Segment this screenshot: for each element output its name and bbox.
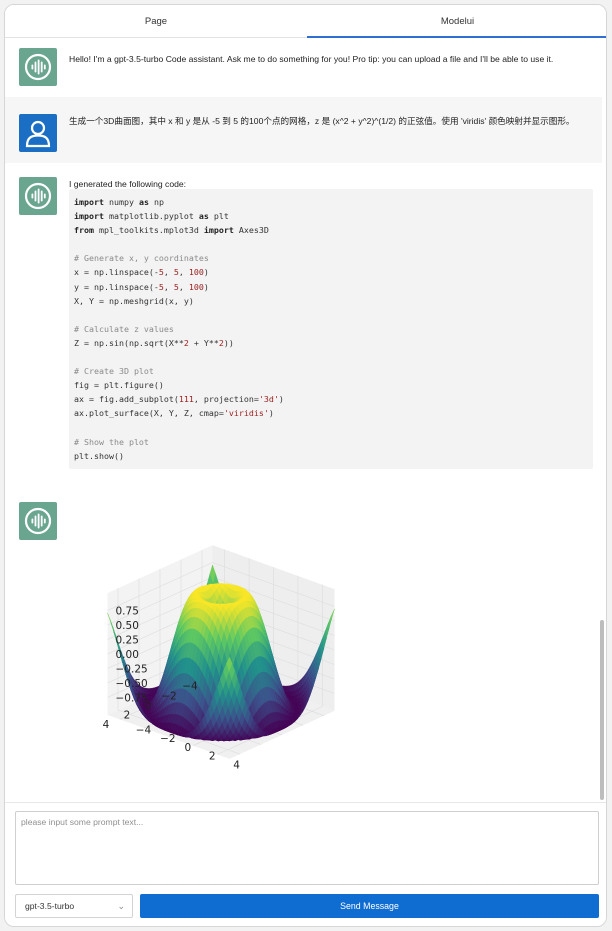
code-line: X, Y = np.meshgrid(x, y) bbox=[74, 295, 194, 306]
code-block: import numpy as np import matplotlib.pypl… bbox=[69, 189, 593, 469]
surface-plot: −4 −4 −2 −2 0 0 2 2 4 4 0.75 0.50 0.25 0.00 −0.25 −0.50… bbox=[103, 545, 335, 772]
z-tick-label: 0.75 bbox=[116, 606, 139, 618]
code-line bbox=[74, 421, 588, 435]
assistant-message: Hello! I'm a gpt-3.5-turbo Code assistan… bbox=[5, 38, 602, 94]
y-tick-label: 2 bbox=[209, 751, 216, 763]
code-line: import matplotlib.pyplot as plt bbox=[74, 211, 229, 222]
code-line: x = np.linspace(-5, 5, 100) bbox=[74, 267, 209, 278]
code-line: # Generate x, y coordinates bbox=[74, 253, 209, 264]
z-tick-label: −0.25 bbox=[116, 664, 148, 676]
model-select[interactable]: gpt-3.5-turbo ⌄ bbox=[15, 894, 133, 918]
z-tick-label: 0.50 bbox=[116, 620, 139, 632]
tab-modelui[interactable]: Modelui bbox=[307, 5, 606, 38]
code-line bbox=[74, 237, 588, 251]
code-line: from mpl_toolkits.mplot3d import Axes3D bbox=[74, 225, 269, 236]
z-tick-label: −0.50 bbox=[116, 678, 148, 690]
chat-history: Hello! I'm a gpt-3.5-turbo Code assistan… bbox=[5, 38, 606, 802]
x-tick-label: 2 bbox=[124, 710, 131, 722]
code-line: fig = plt.figure() bbox=[74, 380, 164, 391]
pane-grid-line bbox=[212, 562, 335, 607]
chevron-down-icon: ⌄ bbox=[117, 901, 125, 911]
x-tick-label: −2 bbox=[161, 690, 176, 702]
y-tick-label: −4 bbox=[136, 724, 152, 736]
z-tick-label: 0.25 bbox=[116, 635, 139, 647]
tab-bar: Page Modelui bbox=[5, 5, 606, 38]
y-tick-label: −2 bbox=[160, 733, 175, 745]
code-line: Z = np.sin(np.sqrt(X**2 + Y**2)) bbox=[74, 337, 234, 348]
pane-grid-line bbox=[107, 562, 213, 611]
x-tick-label: 0 bbox=[145, 700, 152, 712]
pane-grid-line bbox=[212, 576, 335, 622]
message-text: Hello! I'm a gpt-3.5-turbo Code assistan… bbox=[69, 54, 554, 64]
code-line: plt.show() bbox=[74, 450, 124, 461]
chat-scrollbar[interactable] bbox=[600, 620, 604, 800]
code-line: ax = fig.add_subplot(111, projection='3d… bbox=[74, 394, 284, 405]
tab-page[interactable]: Page bbox=[144, 16, 168, 27]
surface-plot-image: −4 −4 −2 −2 0 0 2 2 4 4 0.75 0.50 0.25 0.00 −0.25 −0.50… bbox=[69, 500, 381, 794]
user-icon bbox=[19, 114, 57, 152]
code-line: y = np.linspace(-5, 5, 100) bbox=[74, 281, 209, 292]
prompt-input[interactable] bbox=[15, 811, 599, 885]
code-line bbox=[74, 350, 588, 364]
pane-grid-line bbox=[107, 576, 213, 626]
waveform-icon bbox=[19, 48, 57, 86]
assistant-message: I generated the following code: import n… bbox=[5, 167, 602, 487]
surface-mesh bbox=[107, 564, 335, 742]
waveform-icon bbox=[19, 502, 57, 540]
code-line: # Create 3D plot bbox=[74, 366, 154, 377]
composer: gpt-3.5-turbo ⌄ Send Message bbox=[5, 802, 606, 926]
app-frame: Page Modelui Hello! I'm a gpt-3.5-turbo … bbox=[4, 4, 607, 927]
z-tick-label: −0.75 bbox=[116, 693, 148, 705]
z-tick-label: 0.00 bbox=[116, 649, 139, 661]
assistant-message: −4 −4 −2 −2 0 0 2 2 4 4 0.75 0.50 0.25 0.00 −0.25 −0.50… bbox=[5, 497, 602, 802]
y-tick-label: 4 bbox=[233, 760, 240, 772]
x-tick-label: 4 bbox=[103, 719, 110, 731]
code-line: # Calculate z values bbox=[74, 323, 174, 334]
message-text: 生成一个3D曲面图，其中 x 和 y 是从 -5 到 5 的100个点的网格，z… bbox=[69, 116, 575, 126]
user-message: 生成一个3D曲面图，其中 x 和 y 是从 -5 到 5 的100个点的网格，z… bbox=[5, 97, 602, 163]
y-tick-label: 0 bbox=[185, 742, 192, 754]
code-line: # Show the plot bbox=[74, 436, 149, 447]
code-line: import numpy as np bbox=[74, 197, 164, 207]
message-text: I generated the following code: bbox=[69, 179, 187, 189]
model-select-value: gpt-3.5-turbo bbox=[25, 901, 75, 911]
code-line bbox=[74, 308, 588, 322]
x-tick-label: −4 bbox=[182, 681, 198, 693]
surface-cell bbox=[226, 656, 233, 672]
waveform-icon bbox=[19, 177, 57, 215]
send-message-button[interactable]: Send Message bbox=[140, 894, 599, 918]
code-line: ax.plot_surface(X, Y, Z, cmap='viridis') bbox=[74, 408, 274, 419]
